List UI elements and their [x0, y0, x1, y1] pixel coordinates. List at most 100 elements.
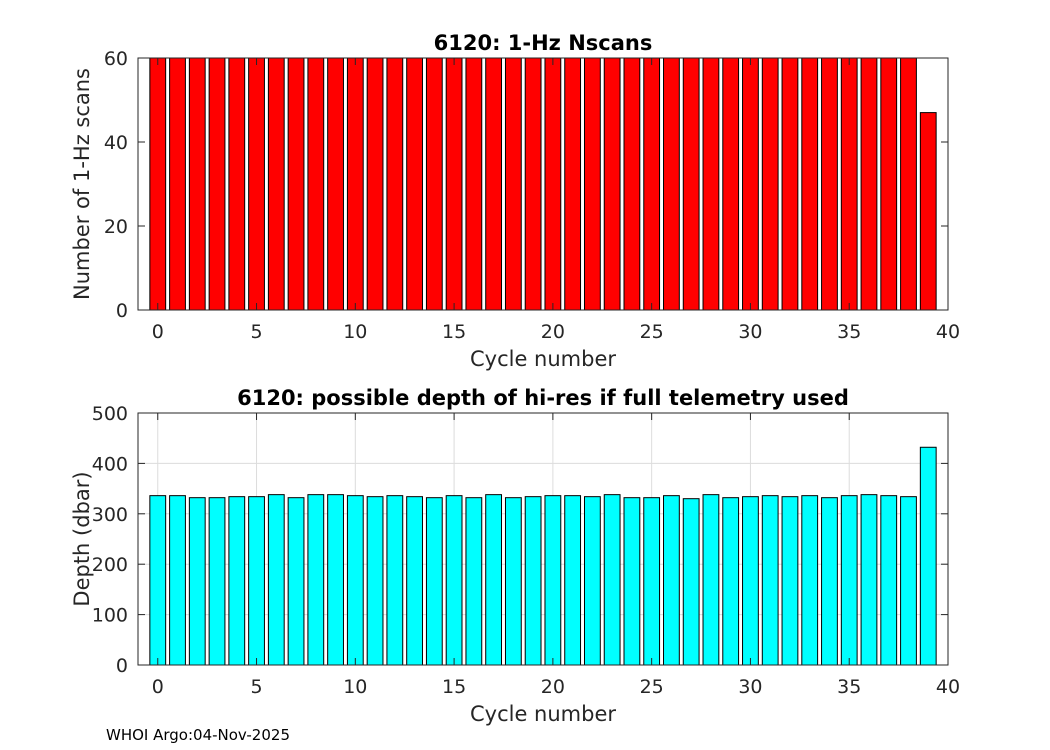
bar-cycle-0: [149, 57, 167, 311]
bar-cycle-5: [248, 496, 265, 666]
y-axis-label: Number of 1-Hz scans: [70, 68, 94, 300]
bar-cycle-28: [702, 494, 720, 666]
bar-cycle-21: [564, 57, 582, 311]
bar-cycle-34: [821, 57, 838, 311]
bar-cycle-35: [840, 495, 858, 666]
bar-cycle-20: [544, 57, 562, 311]
bar-cycle-39: [919, 446, 937, 666]
bar-cycle-2: [188, 497, 206, 666]
bar-cycle-3: [208, 497, 226, 666]
bar-cycle-27: [682, 57, 700, 311]
bar-cycle-12: [386, 495, 404, 666]
bar-cycle-1: [169, 57, 186, 311]
bar-cycle-34: [821, 497, 838, 666]
bar-cycle-9: [327, 494, 344, 666]
y-tick-label: 400: [92, 453, 128, 475]
bar-cycle-10: [346, 495, 364, 666]
bar-cycle-20: [544, 495, 562, 666]
bar-cycle-16: [465, 57, 483, 311]
bar-cycle-36: [860, 494, 878, 666]
bar-cycle-24: [623, 497, 641, 666]
y-axis-label: Depth (dbar): [70, 471, 94, 606]
bar-cycle-33: [801, 495, 819, 666]
bar-cycle-21: [564, 495, 582, 666]
y-tick-label: 300: [92, 504, 128, 526]
footer-stamp: WHOI Argo:04-Nov-2025: [106, 726, 290, 744]
bar-cycle-39: [919, 112, 937, 311]
bar-cycle-13: [406, 496, 423, 666]
y-tick-label: 60: [104, 48, 128, 70]
axes-box: [137, 57, 949, 311]
x-axis-label: Cycle number: [470, 702, 616, 726]
bar-cycle-22: [583, 496, 601, 666]
bar-cycle-31: [761, 57, 779, 311]
x-tick-label: 0: [152, 321, 164, 343]
bar-cycle-19: [524, 57, 542, 311]
x-tick-label: 10: [343, 321, 367, 343]
bar-cycle-18: [504, 57, 522, 311]
bar-cycle-8: [307, 57, 325, 311]
bar-cycle-30: [742, 496, 759, 666]
bar-cycle-33: [801, 57, 819, 311]
bar-cycle-25: [643, 57, 661, 311]
bar-cycle-35: [840, 57, 858, 311]
bar-cycle-14: [425, 497, 443, 666]
bar-cycle-6: [267, 57, 285, 311]
bar-cycle-26: [663, 57, 680, 311]
x-tick-label: 25: [640, 676, 664, 698]
bar-cycle-7: [287, 497, 305, 666]
x-tick-label: 20: [541, 321, 565, 343]
x-tick-label: 35: [837, 676, 861, 698]
chart-title: 6120: possible depth of hi-res if full t…: [237, 386, 849, 410]
bar-cycle-19: [524, 496, 542, 666]
chart-title: 6120: 1-Hz Nscans: [434, 31, 653, 55]
y-tick-label: 40: [104, 132, 128, 154]
bar-cycle-17: [485, 494, 503, 666]
bar-cycle-9: [327, 57, 344, 311]
bar-cycle-29: [722, 497, 740, 666]
bar-cycle-22: [583, 57, 601, 311]
x-tick-label: 25: [640, 321, 664, 343]
y-tick-label: 100: [92, 605, 128, 627]
bar-cycle-0: [149, 495, 167, 666]
bar-cycle-14: [425, 57, 443, 311]
bar-cycle-3: [208, 57, 226, 311]
bar-cycle-30: [742, 57, 759, 311]
bar-cycle-26: [663, 495, 680, 666]
bar-cycle-16: [465, 497, 483, 666]
x-tick-label: 40: [936, 676, 960, 698]
chart-panel-1: 0 5 10 15 20 25 30 35 40 0 20 40 60 6120: 1-Hz Nscans…: [70, 31, 960, 371]
bar-cycle-6: [267, 494, 285, 666]
bar-cycle-32: [781, 496, 799, 666]
x-tick-label: 20: [541, 676, 565, 698]
bar-cycle-11: [366, 496, 384, 666]
y-tick-label: 200: [92, 554, 128, 576]
bar-cycle-38: [900, 57, 917, 311]
bar-cycle-17: [485, 57, 503, 311]
axes-box: [137, 412, 949, 666]
bar-cycle-4: [228, 57, 246, 311]
bar-cycle-28: [702, 57, 720, 311]
y-tick-label: 500: [92, 403, 128, 425]
bar-cycle-10: [346, 57, 364, 311]
x-tick-label: 15: [442, 676, 466, 698]
x-tick-label: 0: [152, 676, 164, 698]
bar-cycle-1: [169, 495, 186, 666]
bar-cycle-7: [287, 57, 305, 311]
bar-cycle-23: [603, 494, 621, 666]
x-axis-label: Cycle number: [470, 347, 616, 371]
x-tick-label: 5: [250, 676, 262, 698]
x-tick-label: 10: [343, 676, 367, 698]
bar-cycle-25: [643, 497, 661, 666]
bar-cycle-13: [406, 57, 423, 311]
x-tick-label: 15: [442, 321, 466, 343]
bar-cycle-8: [307, 494, 325, 666]
bar-cycle-24: [623, 57, 641, 311]
x-tick-label: 40: [936, 321, 960, 343]
bar-cycle-32: [781, 57, 799, 311]
bar-cycle-2: [188, 57, 206, 311]
bar-cycle-15: [445, 57, 463, 311]
bar-cycle-29: [722, 57, 740, 311]
x-tick-label: 5: [250, 321, 262, 343]
